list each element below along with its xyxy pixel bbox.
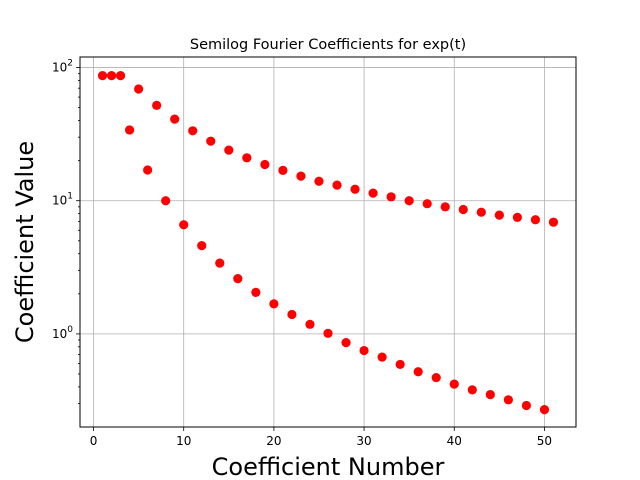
x-tick-label: 0: [90, 434, 98, 448]
data-point: [115, 71, 126, 81]
data-point: [97, 71, 108, 81]
data-point: [539, 405, 550, 415]
data-point: [386, 192, 396, 202]
data-point: [269, 299, 279, 309]
data-point: [143, 165, 153, 175]
x-tick-label: 40: [447, 434, 462, 448]
data-point: [125, 125, 135, 135]
data-points: [97, 71, 559, 415]
plot-frame: [79, 56, 577, 428]
data-point: [413, 367, 423, 377]
data-point: [314, 176, 324, 186]
data-point: [152, 100, 162, 110]
data-point: [512, 212, 522, 222]
data-point: [341, 338, 351, 348]
data-point: [458, 204, 468, 215]
x-tick-label: 10: [176, 434, 191, 448]
data-point: [106, 71, 117, 81]
x-tick-label: 50: [537, 434, 552, 448]
data-point: [242, 153, 252, 163]
data-point: [377, 352, 387, 362]
x-tick-label: 30: [356, 434, 371, 448]
data-point: [503, 395, 513, 405]
chart-title: Semilog Fourier Coefficients for exp(t): [190, 37, 466, 53]
data-point: [467, 385, 477, 395]
data-point: [197, 241, 207, 251]
data-point: [251, 287, 261, 297]
data-point: [323, 328, 333, 338]
data-point: [296, 171, 306, 181]
data-point: [287, 309, 297, 320]
data-point: [359, 345, 369, 356]
data-point: [224, 145, 234, 155]
data-point: [134, 84, 144, 94]
data-point: [179, 220, 189, 230]
data-point: [494, 210, 504, 220]
data-point: [161, 196, 171, 206]
data-point: [350, 184, 360, 194]
data-point: [548, 217, 559, 227]
data-point: [278, 165, 288, 175]
data-point: [368, 188, 378, 198]
y-axis-label: Coefficient Value: [11, 141, 39, 343]
data-point: [395, 359, 405, 370]
y-tick-label: 101: [52, 192, 73, 208]
data-point: [431, 372, 441, 383]
data-point: [404, 196, 414, 206]
data-point: [305, 319, 315, 329]
grid-lines: [80, 57, 576, 427]
data-point: [206, 136, 216, 146]
x-axis-label: Coefficient Number: [212, 453, 445, 480]
data-point: [440, 202, 450, 212]
data-point: [188, 126, 198, 136]
y-tick-label: 100: [52, 325, 73, 341]
data-point: [170, 114, 180, 124]
x-tick-label: 20: [266, 434, 281, 448]
y-tick-label: 102: [52, 59, 73, 75]
data-point: [260, 159, 270, 170]
data-point: [530, 215, 541, 225]
data-point: [215, 258, 225, 268]
data-point: [422, 199, 432, 209]
data-point: [485, 390, 495, 400]
data-point: [449, 379, 459, 389]
data-point: [521, 400, 532, 411]
data-point: [476, 207, 486, 217]
data-point: [332, 180, 342, 190]
axis-ticks: 0 10 20 30 40 50 100 101 102: [52, 59, 552, 448]
data-point: [233, 274, 243, 284]
